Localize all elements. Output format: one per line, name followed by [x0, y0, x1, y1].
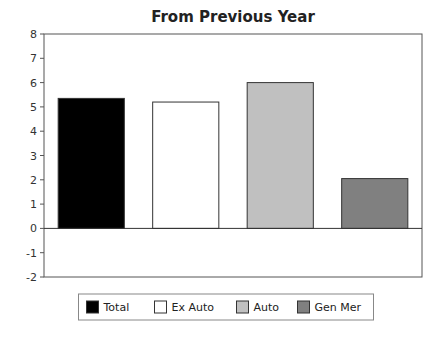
zero-line [44, 228, 422, 229]
legend-swatch [298, 301, 310, 313]
y-tick [40, 228, 44, 229]
y-tick [40, 155, 44, 156]
y-tick-label: 5 [30, 101, 37, 114]
y-tick-label: 2 [30, 174, 37, 187]
y-tick-label: 3 [30, 150, 37, 163]
legend-label: Ex Auto [172, 301, 215, 314]
legend-box [79, 294, 374, 320]
bar [58, 98, 124, 228]
y-tick [40, 34, 44, 35]
y-tick-label: -2 [26, 271, 37, 284]
legend-label: Gen Mer [315, 301, 362, 314]
bar [247, 83, 313, 229]
y-tick-label: -1 [26, 247, 37, 260]
y-tick-label: 0 [30, 222, 37, 235]
y-tick [40, 252, 44, 253]
chart: From Previous Year -2 -1 0 1 2 3 4 5 6 7 8 Total Ex A… [0, 0, 436, 339]
bar [342, 179, 408, 229]
y-tick-label: 6 [30, 77, 37, 90]
legend-swatch [237, 301, 249, 313]
y-tick [40, 82, 44, 83]
legend: Total Ex Auto Auto Gen Mer [79, 294, 374, 320]
y-tick-label: 4 [30, 125, 37, 138]
y-tick-label: 1 [30, 198, 37, 211]
legend-swatch [87, 301, 99, 313]
bars [58, 83, 408, 229]
plot-frame [44, 34, 422, 277]
legend-label: Auto [254, 301, 280, 314]
y-tick-label: 7 [30, 52, 37, 65]
title: From Previous Year [151, 8, 315, 26]
bar [153, 102, 219, 228]
y-tick [40, 106, 44, 107]
y-tick-label: 8 [30, 28, 37, 41]
y-tick [40, 58, 44, 59]
y-tick [40, 277, 44, 278]
legend-swatch [155, 301, 167, 313]
y-tick [40, 131, 44, 132]
y-tick [40, 179, 44, 180]
legend-label: Total [103, 301, 130, 314]
y-tick [40, 204, 44, 205]
